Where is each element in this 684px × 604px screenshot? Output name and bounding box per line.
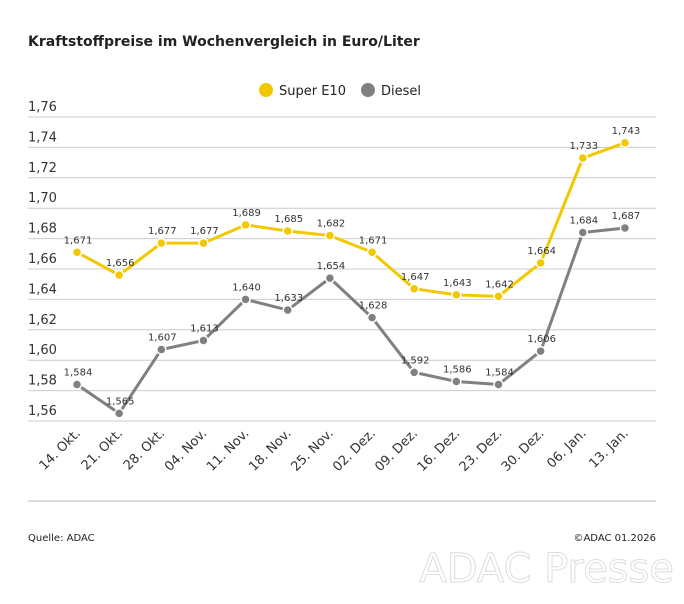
value-label: 1,633: [274, 293, 303, 304]
data-point: [113, 269, 125, 281]
data-point: [156, 237, 167, 249]
data-point: [113, 408, 125, 419]
data-point: [156, 344, 167, 355]
value-label: 1,640: [232, 282, 261, 293]
x-tick-label: 11. Nov.: [204, 426, 252, 474]
x-tick-label: 09. Dez.: [372, 426, 421, 475]
data-point: [324, 272, 336, 284]
data-point: [240, 294, 251, 305]
value-label: 1,565: [106, 396, 135, 407]
value-label: 1,584: [485, 368, 514, 379]
value-label: 1,682: [317, 219, 346, 230]
data-point: [619, 137, 631, 149]
x-tick-label: 28. Okt.: [121, 426, 168, 473]
value-label: 1,606: [527, 334, 556, 345]
x-tick-label: 21. Okt.: [79, 426, 126, 473]
data-point: [366, 312, 378, 323]
data-point: [282, 304, 293, 316]
data-point: [577, 227, 589, 238]
y-tick-label: 1,62: [28, 313, 57, 328]
y-tick-label: 1,58: [28, 374, 57, 389]
value-label: 1,677: [148, 226, 177, 237]
watermark: ADAC Presse: [419, 546, 674, 592]
x-tick-label: 23. Dez.: [457, 426, 506, 475]
data-point: [619, 222, 631, 234]
data-point: [198, 237, 209, 249]
copyright: ©ADAC 01.2026: [573, 533, 656, 544]
x-tick-label: 02. Dez.: [330, 426, 379, 475]
y-tick-label: 1,64: [28, 282, 57, 297]
data-point: [324, 230, 336, 241]
legend: Super E10 Diesel: [259, 83, 421, 99]
value-label: 1,684: [569, 216, 598, 227]
x-tick-label: 18. Nov.: [246, 426, 294, 474]
y-tick-label: 1,60: [28, 343, 57, 358]
y-tick-label: 1,72: [28, 161, 57, 176]
x-tick-label: 30. Dez.: [499, 426, 548, 475]
value-label: 1,654: [317, 261, 346, 272]
value-label: 1,643: [443, 278, 472, 289]
data-point: [451, 376, 462, 387]
data-point: [535, 257, 546, 269]
y-tick-label: 1,68: [28, 222, 57, 237]
legend-swatch: [259, 83, 273, 97]
x-tick-label: 16. Dez.: [415, 426, 464, 475]
value-label: 1,586: [443, 364, 472, 375]
value-label: 1,677: [190, 226, 219, 237]
data-point: [577, 152, 589, 164]
data-point: [535, 345, 546, 357]
data-point: [408, 367, 420, 378]
value-label: 1,664: [527, 246, 556, 257]
y-tick-label: 1,74: [28, 130, 57, 145]
y-tick-label: 1,76: [28, 100, 57, 115]
x-tick-label: 06. Jan.: [544, 426, 589, 471]
data-point: [71, 379, 83, 390]
data-point: [71, 247, 83, 258]
value-label: 1,671: [64, 235, 93, 246]
x-tick-label: 14. Okt.: [37, 426, 84, 473]
value-label: 1,592: [401, 355, 430, 366]
value-label: 1,642: [485, 279, 514, 290]
legend-label: Super E10: [279, 84, 346, 99]
value-label: 1,647: [401, 272, 430, 283]
y-tick-label: 1,66: [28, 252, 57, 267]
value-label: 1,584: [64, 368, 93, 379]
legend-label: Diesel: [381, 84, 421, 99]
data-point: [493, 379, 504, 390]
value-label: 1,743: [612, 126, 641, 137]
data-point: [366, 247, 378, 258]
source: Quelle: ADAC: [28, 533, 95, 544]
data-point: [240, 219, 251, 231]
data-point: [198, 335, 209, 346]
chart-title: Kraftstoffpreise im Wochenvergleich in E…: [28, 34, 420, 50]
value-label: 1,733: [569, 141, 598, 152]
value-label: 1,656: [106, 258, 135, 269]
value-label: 1,685: [274, 214, 303, 225]
data-point: [282, 225, 293, 237]
data-point: [408, 283, 420, 295]
data-point: [451, 289, 462, 301]
value-label: 1,689: [232, 208, 261, 219]
y-tick-label: 1,70: [28, 191, 57, 206]
y-tick-label: 1,56: [28, 404, 57, 419]
series-line: [76, 226, 626, 416]
value-label: 1,671: [359, 235, 388, 246]
value-label: 1,607: [148, 333, 177, 344]
value-label: 1,628: [359, 301, 388, 312]
value-label: 1,613: [190, 323, 219, 334]
data-point: [493, 291, 504, 302]
x-tick-label: 04. Nov.: [162, 426, 210, 474]
legend-swatch: [360, 83, 375, 97]
x-tick-label: 25. Nov.: [288, 426, 336, 474]
series-line: [76, 141, 626, 298]
x-tick-label: 13. Jan.: [587, 426, 632, 471]
value-label: 1,687: [612, 211, 641, 222]
